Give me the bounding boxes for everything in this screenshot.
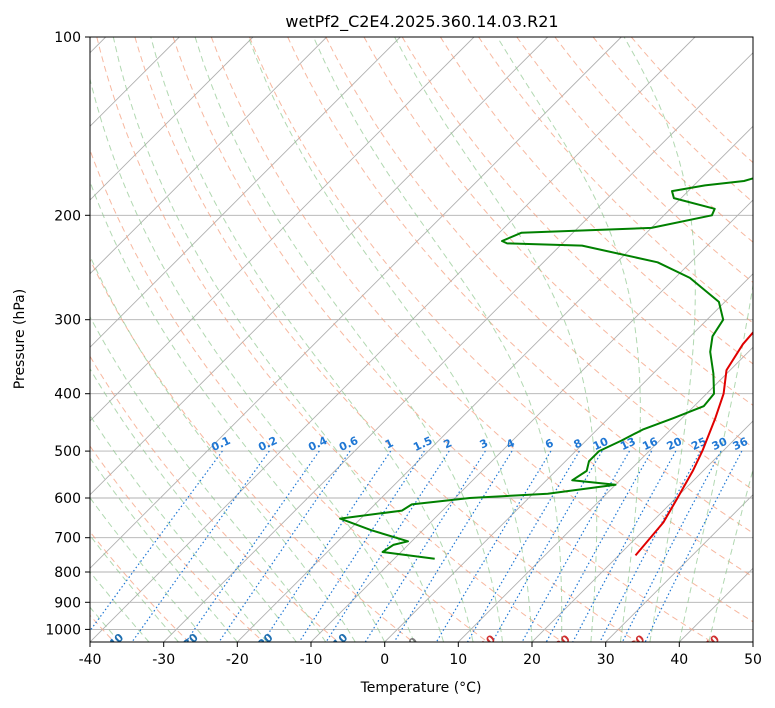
mixing-ratio-line (572, 450, 677, 642)
dry-adiabat-line (439, 37, 753, 365)
moist-adiabat-line (90, 315, 327, 642)
isotherm-line (90, 37, 622, 569)
moist-adiabat-line (708, 467, 753, 642)
mixing-ratio-line (545, 450, 653, 642)
dry-adiabat-label: 20 (553, 632, 573, 652)
mixing-ratio-label: 16 (640, 435, 660, 453)
dry-adiabat-line (592, 37, 753, 204)
dry-adiabat-line (134, 37, 638, 642)
dry-adiabat-label: 0 (406, 635, 421, 650)
y-axis-label: Pressure (hPa) (12, 289, 28, 389)
mixing-ratio-line (435, 450, 552, 642)
dry-adiabat-line (90, 445, 264, 642)
mixing-ratio-line (621, 450, 722, 642)
moist-adiabat-line (247, 37, 533, 642)
dry-adiabat-label: -30 (177, 631, 201, 654)
dry-adiabat-line (249, 37, 753, 578)
mixing-ratio-line (599, 450, 702, 642)
y-tick-label: 400 (54, 387, 81, 403)
mixing-ratio-line (185, 450, 320, 642)
isotherm-line (163, 52, 753, 642)
x-tick-label: 50 (744, 652, 762, 668)
dry-adiabat-line (401, 37, 753, 406)
y-tick-label: 100 (54, 30, 81, 46)
temperature-line (634, 330, 753, 557)
isotherm-line (236, 125, 753, 642)
y-tick-label: 500 (54, 444, 81, 460)
isotherm-line (90, 37, 696, 642)
dry-adiabat-line (554, 37, 753, 243)
dewpoint-line (339, 177, 753, 560)
axis-ticks: -40 -30 -20 -10 0 10 20 30 40 5010020030040050060… (45, 30, 762, 668)
y-tick-label: 300 (54, 313, 81, 329)
dry-adiabat-line (90, 355, 339, 642)
x-tick-label: 40 (670, 652, 688, 668)
x-tick-label: -40 (79, 652, 102, 668)
moist-adiabat-line (90, 254, 356, 642)
x-tick-label: 10 (449, 652, 467, 668)
isotherm-line (90, 37, 475, 422)
moist-adiabat-line (678, 282, 753, 642)
dry-adiabat-label: 30 (627, 632, 647, 652)
y-tick-label: 1000 (45, 622, 81, 638)
dry-adiabat-line (325, 37, 753, 491)
moist-adiabat-line (90, 534, 179, 642)
mixing-ratio-label: 36 (731, 435, 751, 453)
isotherm-line (605, 494, 753, 642)
x-tick-label: 30 (597, 652, 615, 668)
moist-adiabat-line (90, 414, 268, 642)
isotherm-line (90, 37, 254, 201)
dry-adiabat-label: -10 (327, 631, 351, 654)
dry-adiabat-line (287, 37, 753, 534)
dry-adiabat-label: -40 (103, 631, 127, 654)
dry-adiabat-label: -20 (252, 631, 276, 654)
x-tick-label: -30 (152, 652, 175, 668)
isotherm-line (384, 273, 753, 642)
dry-adiabat-line (172, 37, 712, 642)
dry-adiabat-label: 10 (478, 632, 498, 652)
mixing-ratio-line (521, 450, 631, 642)
chart-title: wetPf2_C2E4.2025.360.14.03.R21 (285, 12, 558, 32)
dry-adiabat-line (210, 37, 753, 623)
mixing-ratio-line (466, 450, 580, 642)
y-tick-label: 600 (54, 491, 81, 507)
moist-adiabat-line (150, 37, 474, 642)
mixing-ratio-line (491, 450, 603, 642)
y-tick-label: 800 (54, 565, 81, 581)
x-tick-label: 0 (380, 652, 389, 668)
dry-adiabat-label: 40 (702, 632, 722, 652)
x-axis-label: Temperature (°C) (360, 680, 482, 696)
moist-adiabat-line (90, 457, 238, 642)
moist-adiabat-line (90, 496, 209, 642)
dry-adiabat-line (363, 37, 753, 448)
moist-adiabat-line (313, 37, 563, 642)
moist-adiabat-line (194, 37, 503, 642)
mixing-ratio-label: 20 (665, 435, 685, 453)
plot-frame (89, 36, 754, 643)
isotherm-line (310, 199, 753, 642)
isotherm-line (90, 37, 328, 275)
isotherm-line (90, 37, 549, 496)
mixing-ratio-line (364, 450, 486, 642)
moist-adiabat-line (496, 37, 641, 642)
moist-adiabat-line (90, 367, 297, 642)
y-tick-label: 900 (54, 595, 81, 611)
x-tick-label: -20 (226, 652, 249, 668)
x-tick-label: 20 (523, 652, 541, 668)
y-tick-label: 200 (54, 208, 81, 224)
background-lines (90, 37, 753, 642)
y-tick-label: 700 (54, 531, 81, 547)
mixing-ratio-line (218, 450, 351, 642)
moist-adiabat-line (90, 76, 415, 642)
moist-adiabat-line (112, 37, 445, 642)
mixing-ratio-label: 30 (710, 435, 730, 453)
dry-adiabat-line (96, 37, 563, 642)
mixing-ratio-line (131, 450, 270, 642)
mixing-ratio-line (393, 450, 513, 642)
x-tick-label: -10 (300, 652, 323, 668)
profile-lines (339, 177, 753, 560)
